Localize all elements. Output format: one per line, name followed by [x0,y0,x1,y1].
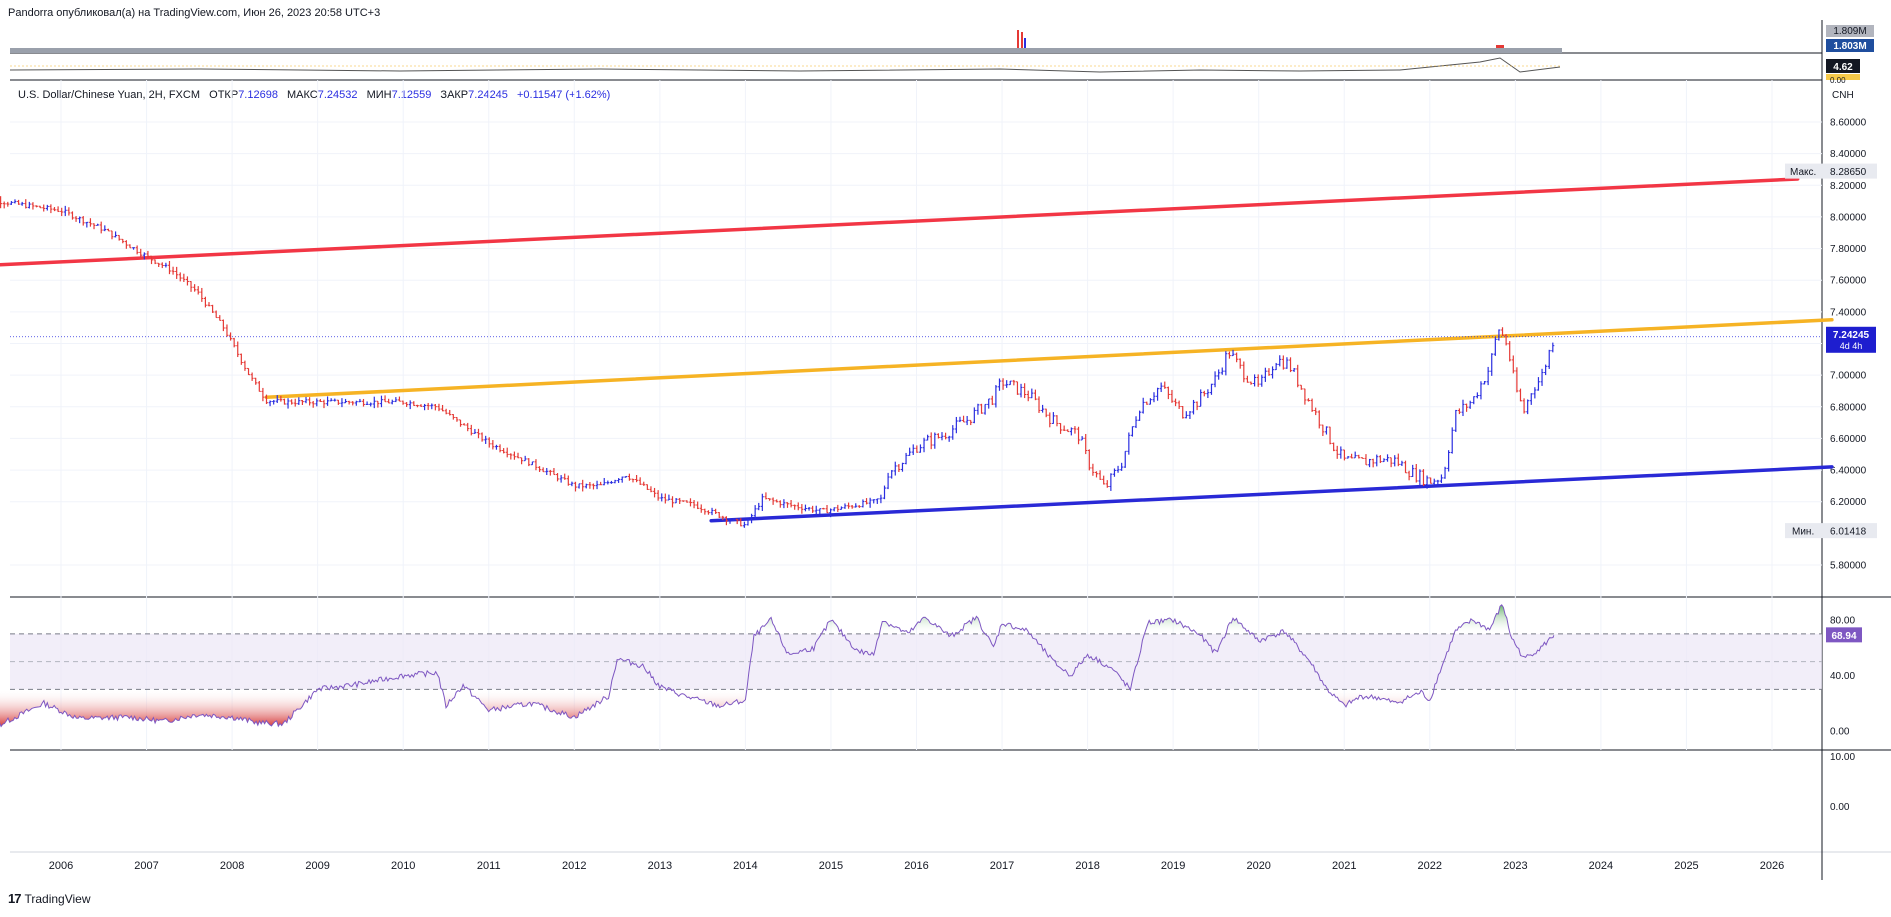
price-tick-label: 5.80000 [1830,561,1867,572]
time-tick-label: 2007 [134,860,158,872]
rsi-value-label: 68.94 [1831,631,1856,642]
oscillator-zero-badge [1826,74,1860,80]
time-tick-label: 2013 [648,860,672,872]
price-tick-label: 7.00000 [1830,371,1867,382]
time-tick-label: 2021 [1332,860,1356,872]
volume-spike-bar [1496,45,1504,48]
volume-badge [1826,39,1874,52]
time-tick-label: 2017 [990,860,1014,872]
time-tick-label: 2025 [1674,860,1698,872]
time-tick-label: 2022 [1418,860,1442,872]
price-panel: 8.60000 8.40000 8.20000 8.00000 7.80000 7.600… [0,80,1877,750]
price-tick-label: 8.40000 [1830,149,1867,160]
volume-spike-bar [1024,38,1026,48]
rsi-overbought-area [0,604,1554,634]
price-tick-label: 8.00000 [1830,212,1867,223]
min-price-label: Мин. [1792,527,1814,538]
time-tick-label: 2011 [477,860,501,872]
time-tick-label: 2010 [391,860,415,872]
bottom-panel-tick: 0.00 [1830,802,1850,813]
rsi-panel: 80.00 40.00 0.00 68.94 [0,604,1862,738]
last-price-countdown: 4d 4h [1840,341,1863,351]
rsi-tick-label: 80.00 [1830,616,1855,627]
price-tick-label: 6.20000 [1830,497,1867,508]
volume-panel: 1.809M 1.803M 4.62 0.00 [9,25,1874,85]
oscillator-badge [1826,59,1860,73]
high-value: 7.24532 [317,89,358,101]
max-price-tag [1785,163,1877,179]
last-price-tag [1826,326,1876,353]
time-tick-label: 2014 [733,860,757,872]
min-price-tag [1785,523,1877,539]
volume-spike-bar [1017,30,1019,48]
trendline [0,177,1800,267]
min-price-value: 6.01418 [1830,527,1867,538]
max-price-label: Макс. [1790,167,1816,178]
price-tick-label: 8.20000 [1830,181,1867,192]
price-tick-label: 8.60000 [1830,118,1867,129]
time-tick-label: 2006 [49,860,73,872]
high-label: МАКС [287,89,318,101]
open-label: ОТКР [209,89,239,101]
time-tick-label: 2019 [1161,860,1185,872]
rsi-line [0,604,1555,728]
oscillator-line [9,57,1561,73]
time-tick-label: 2020 [1246,860,1270,872]
publish-header: Pandorra опубликовал(а) на TradingView.c… [8,7,381,19]
bottom-panel-tick: 10.00 [1830,752,1855,763]
footer-brand: TradingView [24,891,91,906]
rsi-tick-label: 0.00 [1830,727,1850,738]
footer: 17 TradingView [8,891,91,906]
change-value: +0.11547 (+1.62%) [516,89,611,101]
rsi-oversold-area [0,689,1554,727]
time-axis: 2006 2007 2008 2009 2010 2011 2012 2013 2014 2015… [49,860,1784,872]
close-label: ЗАКР [440,89,469,101]
trendline [264,318,1834,400]
price-tick-label: 7.60000 [1830,276,1867,287]
close-value: 7.24245 [468,89,508,101]
trendline [709,465,1834,523]
time-tick-label: 2018 [1075,860,1099,872]
open-value: 7.12698 [238,89,278,101]
oscillator-bottom-label: 0.00 [1830,76,1846,85]
time-tick-label: 2024 [1589,860,1613,872]
time-tick-label: 2026 [1760,860,1784,872]
low-label: МИН [366,89,392,101]
symbol-legend: U.S. Dollar/Chinese Yuan, 2H, FXCM ОТКР7… [18,89,610,101]
volume-badge-top [1826,25,1874,37]
rsi-tick-label: 40.00 [1830,671,1855,682]
price-tick-label: 6.80000 [1830,402,1867,413]
tradingview-logo-icon: 17 [8,891,22,906]
volume-label-top: 1.809M [1833,26,1866,37]
oscillator-value-badge: 4.62 [1833,62,1853,73]
price-tick-label: 6.40000 [1830,466,1867,477]
volume-value-badge: 1.803M [1833,41,1866,52]
volume-spike-bar [1021,32,1023,48]
low-value: 7.12559 [391,89,432,101]
currency-label: CNH [1832,90,1854,101]
symbol-name: U.S. Dollar/Chinese Yuan, 2H, FXCM [18,89,200,101]
volume-baseline-band [10,48,1562,53]
price-tick-label: 6.60000 [1830,434,1867,445]
rsi-value-tag [1826,627,1862,643]
time-tick-label: 2016 [904,860,928,872]
time-tick-label: 2015 [819,860,843,872]
price-tick-label: 7.80000 [1830,244,1867,255]
time-tick-label: 2012 [562,860,586,872]
time-tick-label: 2008 [220,860,244,872]
time-tick-label: 2023 [1503,860,1527,872]
last-price-value: 7.24245 [1833,330,1870,341]
price-tick-label: 7.40000 [1830,307,1867,318]
time-tick-label: 2009 [305,860,329,872]
max-price-value: 8.28650 [1830,167,1867,178]
